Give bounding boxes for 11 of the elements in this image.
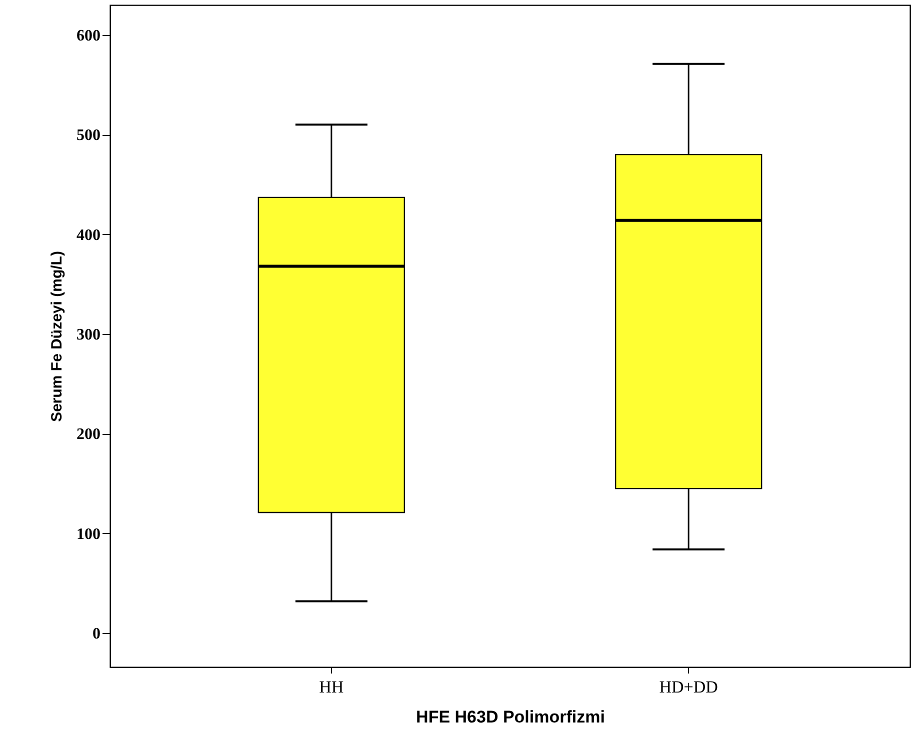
x-axis-title: HFE H63D Polimorfizmi — [416, 708, 605, 726]
y-tick-label: 300 — [76, 326, 100, 344]
y-tick-label: 100 — [76, 526, 100, 543]
y-axis-title: Serum Fe Düzeyi (mg/L) — [48, 251, 66, 422]
y-tick-label: 400 — [76, 226, 100, 244]
y-tick-label: 200 — [76, 426, 100, 444]
y-tick-label: 500 — [76, 127, 100, 144]
y-tick-label: 600 — [76, 27, 100, 44]
x-tick-label: HH — [319, 678, 344, 696]
y-tick-label: 0 — [92, 626, 100, 643]
x-tick-label: HD+DD — [659, 678, 718, 696]
